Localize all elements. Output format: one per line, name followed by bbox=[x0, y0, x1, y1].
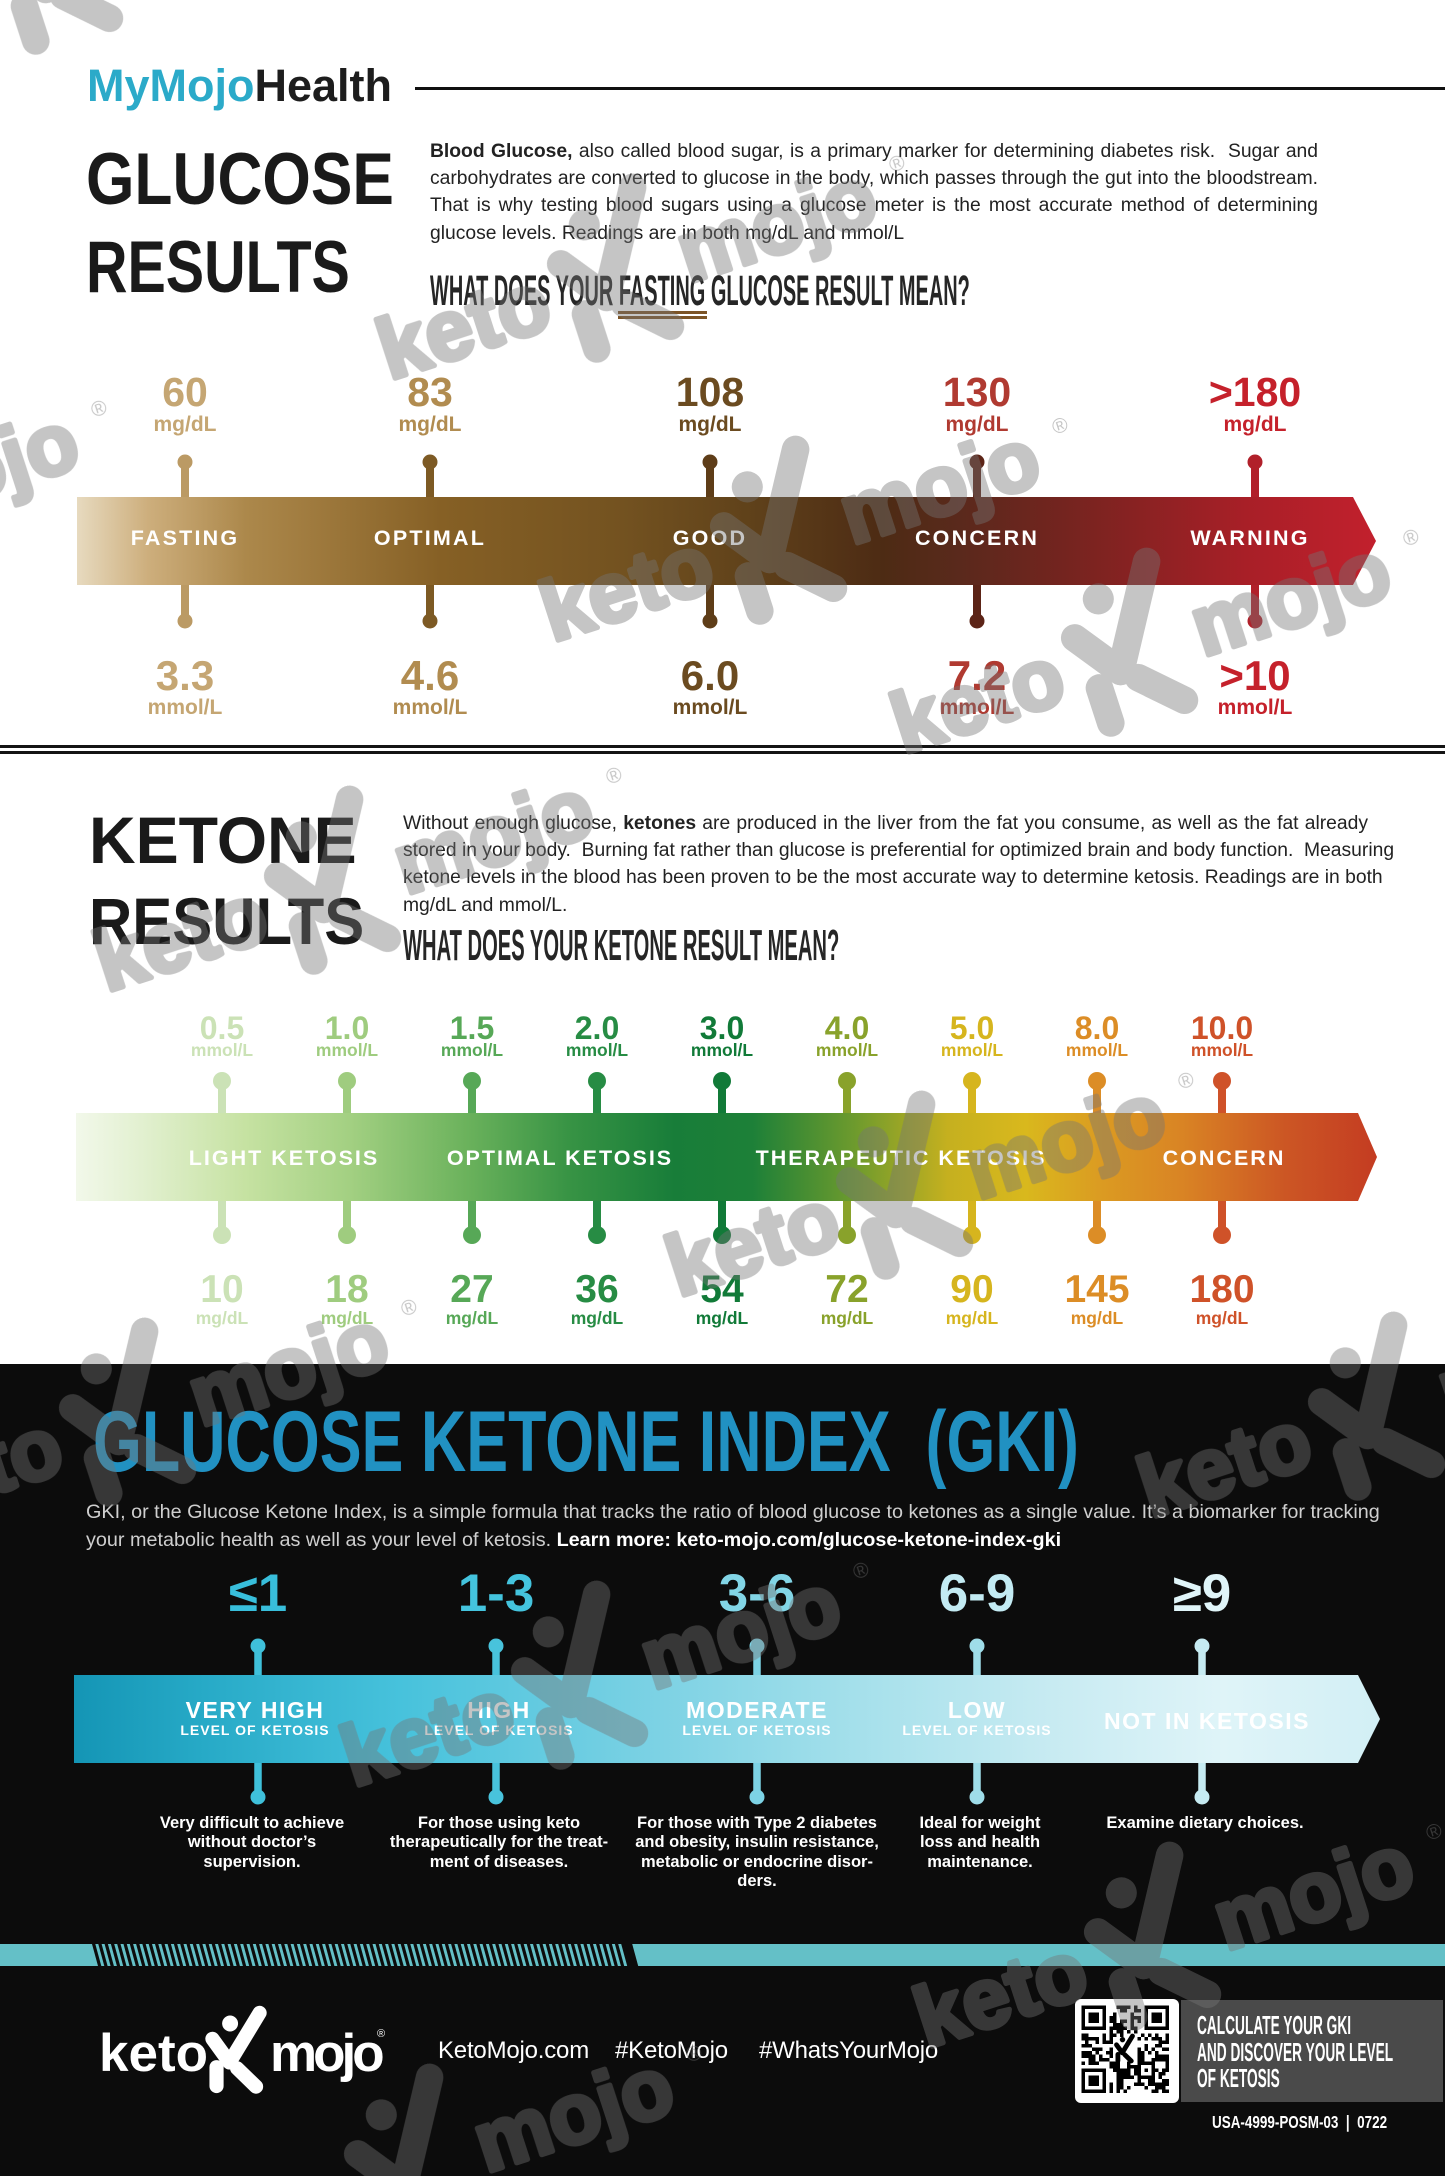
svg-text:mojo: mojo bbox=[1426, 1286, 1445, 1439]
svg-text:mojo: mojo bbox=[177, 1292, 399, 1445]
svg-text:®: ® bbox=[1175, 1068, 1197, 1095]
svg-text:keto: keto bbox=[880, 628, 1076, 772]
svg-text:keto: keto bbox=[903, 1922, 1099, 2066]
svg-text:®: ® bbox=[850, 1558, 872, 1585]
svg-text:keto: keto bbox=[163, 2144, 359, 2176]
svg-text:®: ® bbox=[886, 151, 908, 178]
svg-text:mojo: mojo bbox=[0, 393, 90, 546]
svg-text:®: ® bbox=[1049, 413, 1071, 440]
svg-text:mojo: mojo bbox=[828, 410, 1050, 563]
svg-text:keto: keto bbox=[1127, 1392, 1323, 1536]
svg-text:mojo: mojo bbox=[665, 148, 887, 301]
svg-text:keto: keto bbox=[330, 1661, 526, 1805]
svg-text:keto: keto bbox=[529, 516, 725, 660]
svg-text:keto: keto bbox=[655, 1171, 851, 1315]
svg-text:®: ® bbox=[88, 396, 110, 423]
svg-text:®: ® bbox=[1400, 525, 1422, 552]
svg-text:keto: keto bbox=[0, 1398, 74, 1542]
svg-text:mojo: mojo bbox=[1179, 522, 1401, 675]
svg-text:®: ® bbox=[603, 763, 625, 790]
svg-text:®: ® bbox=[398, 1295, 420, 1322]
svg-text:keto: keto bbox=[0, 0, 1, 90]
svg-text:mojo: mojo bbox=[382, 760, 604, 913]
svg-text:®: ® bbox=[1423, 1819, 1445, 1846]
svg-text:®: ® bbox=[683, 2041, 705, 2068]
svg-text:keto: keto bbox=[366, 254, 562, 398]
svg-text:mojo: mojo bbox=[629, 1555, 851, 1708]
svg-text:mojo: mojo bbox=[954, 1065, 1176, 1218]
svg-text:keto: keto bbox=[83, 866, 279, 1010]
svg-text:mojo: mojo bbox=[462, 2038, 684, 2176]
svg-text:mojo: mojo bbox=[1202, 1816, 1424, 1969]
